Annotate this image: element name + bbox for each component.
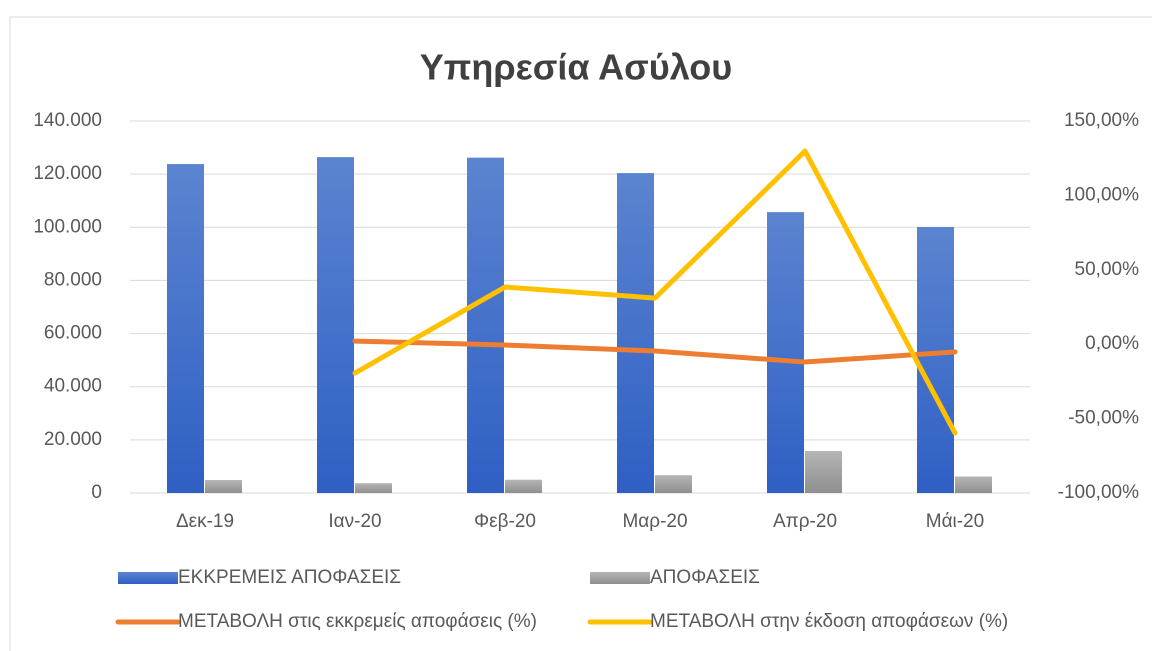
bar bbox=[317, 157, 354, 493]
bar bbox=[617, 173, 654, 493]
legend-swatch bbox=[118, 572, 178, 584]
bar bbox=[355, 483, 392, 493]
legend-label: ΕΚΚΡΕΜΕΙΣ ΑΠΟΦΑΣΕΙΣ bbox=[178, 567, 401, 588]
y2-tick-label: 100,00% bbox=[1064, 184, 1139, 205]
y-tick-label: 60.000 bbox=[44, 323, 102, 344]
y2-tick-label: 50,00% bbox=[1075, 259, 1140, 280]
y-tick-label: 140.000 bbox=[33, 110, 102, 131]
y2-tick-label: -100,00% bbox=[1058, 482, 1139, 503]
bar bbox=[167, 164, 204, 493]
x-tick-label: Μάι-20 bbox=[926, 511, 985, 532]
y-tick-label: 80.000 bbox=[44, 269, 102, 290]
x-tick-label: Μαρ-20 bbox=[622, 511, 687, 532]
bar bbox=[205, 479, 242, 493]
x-tick-label: Δεκ-19 bbox=[176, 511, 234, 532]
y-tick-label: 100.000 bbox=[33, 216, 102, 237]
y-tick-label: 0 bbox=[91, 482, 102, 503]
chart-border bbox=[9, 16, 1152, 651]
chart-title: Υπηρεσία Ασύλου bbox=[420, 47, 732, 88]
y-tick-label: 40.000 bbox=[44, 376, 102, 397]
bar bbox=[767, 212, 804, 493]
x-tick-label: Φεβ-20 bbox=[474, 511, 536, 532]
bar bbox=[655, 475, 692, 493]
y2-tick-label: 0,00% bbox=[1085, 333, 1139, 354]
bar bbox=[917, 227, 954, 493]
legend-label: ΜΕΤΑΒΟΛΗ στην έκδοση αποφάσεων (%) bbox=[650, 611, 1008, 632]
bar bbox=[955, 476, 992, 493]
y-tick-label: 20.000 bbox=[44, 429, 102, 450]
y2-tick-label: -50,00% bbox=[1068, 408, 1139, 429]
legend-label: ΜΕΤΑΒΟΛΗ στις εκκρεμείς αποφάσεις (%) bbox=[178, 611, 537, 632]
x-tick-label: Απρ-20 bbox=[773, 511, 837, 532]
bar bbox=[467, 157, 504, 493]
legend-swatch bbox=[590, 572, 650, 584]
x-tick-label: Ιαν-20 bbox=[328, 511, 381, 532]
bar bbox=[505, 479, 542, 493]
y-tick-label: 120.000 bbox=[33, 163, 102, 184]
line bbox=[352, 338, 958, 365]
bar bbox=[805, 451, 842, 493]
y2-tick-label: 150,00% bbox=[1064, 110, 1139, 131]
line bbox=[352, 148, 958, 436]
legend-label: ΑΠΟΦΑΣΕΙΣ bbox=[650, 567, 760, 588]
